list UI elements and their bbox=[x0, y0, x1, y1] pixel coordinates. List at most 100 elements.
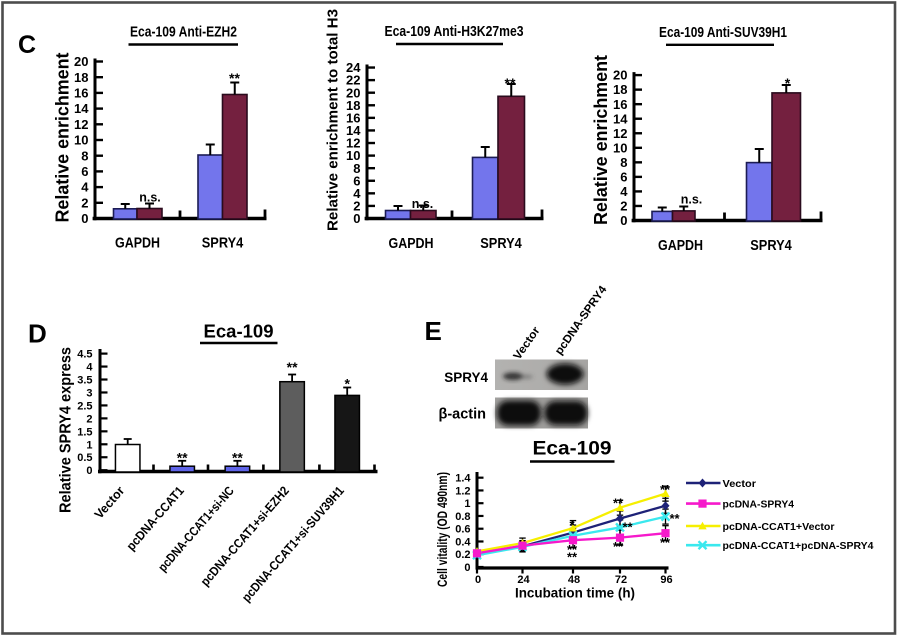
svg-text:6: 6 bbox=[81, 164, 88, 179]
svg-text:8: 8 bbox=[620, 155, 627, 170]
svg-text:24: 24 bbox=[346, 60, 361, 75]
svg-text:14: 14 bbox=[74, 101, 89, 116]
svg-text:0.6: 0.6 bbox=[455, 524, 470, 536]
svg-text:**: ** bbox=[613, 539, 624, 554]
svg-text:2: 2 bbox=[620, 199, 627, 214]
svg-text:2: 2 bbox=[86, 413, 92, 425]
svg-text:14: 14 bbox=[613, 111, 628, 126]
svg-text:4: 4 bbox=[620, 184, 628, 199]
svg-text:10: 10 bbox=[74, 133, 88, 148]
svg-text:Relative enrichment to total H: Relative enrichment to total H3 bbox=[325, 9, 342, 231]
svg-text:Relative SPRY4 express: Relative SPRY4 express bbox=[58, 347, 75, 513]
svg-text:Eca-109 Anti-H3K27me3: Eca-109 Anti-H3K27me3 bbox=[385, 23, 524, 40]
svg-text:1.2: 1.2 bbox=[455, 485, 470, 497]
svg-text:10: 10 bbox=[613, 140, 627, 155]
svg-text:**: ** bbox=[287, 359, 298, 375]
svg-text:n.s.: n.s. bbox=[139, 191, 161, 205]
svg-text:Incubation time (h): Incubation time (h) bbox=[515, 585, 635, 601]
svg-text:n.s.: n.s. bbox=[681, 193, 703, 207]
svg-text:pcDNA-SPRY4: pcDNA-SPRY4 bbox=[723, 498, 795, 510]
svg-text:1: 1 bbox=[86, 439, 92, 451]
svg-text:18: 18 bbox=[613, 82, 627, 97]
svg-text:6: 6 bbox=[353, 173, 360, 188]
svg-text:Relative enrichment: Relative enrichment bbox=[591, 55, 611, 225]
svg-text:pcDNA-CCAT1+Vector: pcDNA-CCAT1+Vector bbox=[723, 521, 835, 533]
svg-text:2: 2 bbox=[81, 195, 88, 210]
svg-text:GAPDH: GAPDH bbox=[389, 235, 434, 252]
svg-text:GAPDH: GAPDH bbox=[115, 235, 160, 252]
svg-text:1.5: 1.5 bbox=[77, 426, 92, 438]
svg-text:0.5: 0.5 bbox=[77, 452, 92, 464]
svg-text:12: 12 bbox=[613, 126, 627, 141]
svg-text:SPRY4: SPRY4 bbox=[444, 370, 488, 385]
svg-text:0: 0 bbox=[475, 574, 481, 586]
svg-text:SPRY4: SPRY4 bbox=[202, 235, 244, 252]
svg-text:0: 0 bbox=[86, 465, 92, 477]
svg-text:14: 14 bbox=[346, 123, 361, 138]
svg-text:2.5: 2.5 bbox=[77, 400, 92, 412]
svg-text:*: * bbox=[569, 518, 575, 533]
svg-text:*: * bbox=[344, 376, 350, 392]
svg-text:Eca-109: Eca-109 bbox=[204, 322, 274, 342]
svg-text:20: 20 bbox=[346, 85, 360, 100]
svg-text:24: 24 bbox=[517, 574, 530, 586]
svg-text:1.4: 1.4 bbox=[455, 473, 471, 485]
svg-text:Relative enrichment: Relative enrichment bbox=[53, 52, 73, 222]
svg-text:Eca-109 Anti-SUV39H1: Eca-109 Anti-SUV39H1 bbox=[659, 24, 787, 41]
svg-text:4.5: 4.5 bbox=[77, 349, 92, 361]
svg-text:0.4: 0.4 bbox=[455, 536, 471, 548]
svg-text:3.5: 3.5 bbox=[77, 375, 92, 387]
svg-text:1: 1 bbox=[464, 498, 470, 510]
svg-text:0: 0 bbox=[464, 562, 470, 574]
svg-text:**: ** bbox=[232, 449, 243, 465]
svg-text:D: D bbox=[28, 319, 47, 349]
svg-text:16: 16 bbox=[346, 110, 360, 125]
svg-text:0: 0 bbox=[353, 211, 360, 226]
svg-text:20: 20 bbox=[613, 68, 627, 83]
svg-text:**: ** bbox=[505, 75, 516, 91]
svg-text:48: 48 bbox=[568, 574, 580, 586]
svg-text:10: 10 bbox=[346, 148, 360, 163]
svg-text:**: ** bbox=[660, 482, 671, 497]
svg-text:18: 18 bbox=[346, 98, 360, 113]
svg-text:**: ** bbox=[229, 70, 240, 86]
svg-text:8: 8 bbox=[81, 148, 88, 163]
svg-text:GAPDH: GAPDH bbox=[658, 237, 703, 254]
svg-text:**: ** bbox=[670, 511, 681, 526]
svg-text:**: ** bbox=[567, 550, 578, 565]
svg-text:18: 18 bbox=[74, 70, 88, 85]
svg-text:**: ** bbox=[623, 520, 634, 535]
svg-text:Cell vitality (OD 490nm): Cell vitality (OD 490nm) bbox=[434, 472, 450, 587]
svg-text:0: 0 bbox=[81, 211, 88, 226]
svg-text:16: 16 bbox=[613, 97, 627, 112]
svg-text:SPRY4: SPRY4 bbox=[750, 237, 792, 254]
svg-text:4: 4 bbox=[353, 186, 361, 201]
svg-text:12: 12 bbox=[346, 136, 360, 151]
svg-text:pcDNA-CCAT1+pcDNA-SPRY4: pcDNA-CCAT1+pcDNA-SPRY4 bbox=[723, 540, 874, 552]
svg-text:**: ** bbox=[613, 496, 624, 511]
svg-text:SPRY4: SPRY4 bbox=[480, 235, 522, 252]
svg-text:Eca-109: Eca-109 bbox=[533, 439, 612, 460]
svg-text:C: C bbox=[18, 31, 36, 59]
svg-text:12: 12 bbox=[74, 117, 88, 132]
svg-text:E: E bbox=[425, 316, 442, 346]
svg-text:16: 16 bbox=[74, 86, 88, 101]
svg-text:0.2: 0.2 bbox=[455, 549, 470, 561]
svg-text:96: 96 bbox=[660, 574, 672, 586]
svg-text:**: ** bbox=[567, 542, 578, 557]
svg-text:72: 72 bbox=[615, 574, 627, 586]
svg-text:6: 6 bbox=[620, 169, 627, 184]
svg-text:n.s.: n.s. bbox=[412, 197, 434, 211]
svg-text:22: 22 bbox=[346, 73, 360, 88]
svg-text:**: ** bbox=[177, 449, 188, 465]
svg-text:Vector: Vector bbox=[723, 478, 757, 490]
svg-text:8: 8 bbox=[353, 161, 360, 176]
svg-text:0: 0 bbox=[620, 213, 627, 228]
svg-text:3: 3 bbox=[86, 387, 92, 399]
svg-text:*: * bbox=[785, 75, 791, 91]
svg-text:β-actin: β-actin bbox=[438, 407, 486, 423]
svg-text:20: 20 bbox=[74, 54, 88, 69]
svg-text:**: ** bbox=[660, 535, 671, 550]
svg-text:2: 2 bbox=[353, 199, 360, 214]
svg-text:Eca-109 Anti-EZH2: Eca-109 Anti-EZH2 bbox=[130, 24, 237, 41]
